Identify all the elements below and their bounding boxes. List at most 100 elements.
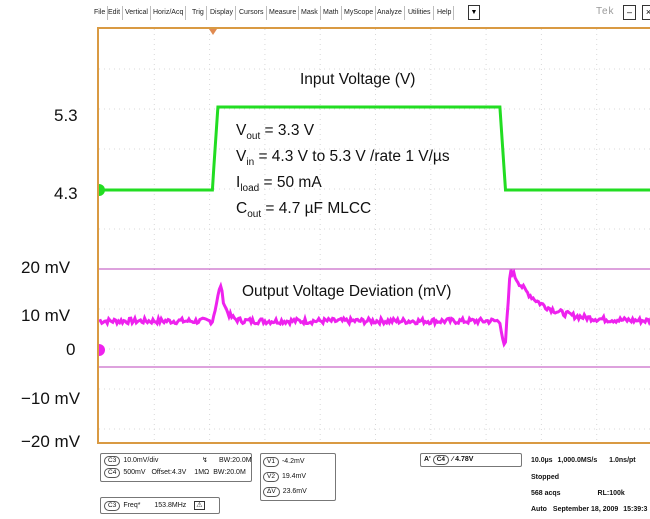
label-4-3: 4.3 [54, 184, 78, 203]
sample-rate: 1,000.0MS/s [557, 457, 598, 464]
trigger-readout: A' C4 ∕ 4.78V [424, 454, 473, 465]
freq-chip[interactable]: C3 [104, 501, 121, 511]
frequency-measure-box[interactable] [100, 497, 220, 514]
trigger-level: ∕ 4.78V [452, 456, 474, 463]
v1-chip[interactable]: V1 [263, 457, 279, 467]
label-minus-20mv: −20 mV [21, 432, 81, 451]
trigger-chip[interactable]: A' [424, 456, 431, 463]
ch4-scale: 500mV [123, 469, 146, 476]
graticule [99, 29, 650, 442]
close-icon[interactable]: × [642, 5, 650, 20]
acq-count-line: 568 acqs RL:100k [531, 488, 625, 499]
output-deviation-title: Output Voltage Deviation (mV) [242, 283, 452, 300]
menu-trig[interactable]: Trig [190, 6, 207, 20]
ch3-bw-b: B [219, 457, 224, 464]
cursor-v2: V2 19.4mV [263, 471, 306, 482]
acq-count: 568 acqs [531, 490, 561, 497]
ch3-bandwidth: BW:20.0M [219, 455, 279, 466]
trigger-mode: Auto [531, 506, 547, 513]
ch3-bw-value: W:20.0M [223, 457, 252, 464]
menu-math[interactable]: Math [321, 6, 342, 20]
brand-logo: Tek [596, 6, 615, 17]
input-voltage-trace [99, 105, 650, 192]
iload-subscript: load [240, 183, 260, 195]
vout-symbol: V [236, 122, 247, 139]
menu-display[interactable]: Display [208, 6, 236, 20]
menu-vertical[interactable]: Vertical [123, 6, 151, 20]
vin-line: Vin = 4.3 V to 5.3 V /rate 1 V/µs [236, 148, 450, 168]
menu-bar: File Edit Vertical Horiz/Acq Trig Displa… [92, 4, 650, 26]
vout-line: Vout = 3.3 V [236, 122, 314, 142]
menu-analyze[interactable]: Analyze [375, 6, 405, 20]
iload-line: Iload = 50 mA [236, 174, 322, 194]
menu-help[interactable]: Help [435, 6, 455, 20]
trigger-readout-box[interactable] [420, 453, 522, 467]
label-10mv: 10 mV [21, 306, 71, 325]
iload-symbol: I [236, 174, 241, 191]
menu-cursors[interactable]: Cursors [237, 6, 267, 20]
date-line: Auto September 18, 2009 15:39:3 [531, 504, 647, 515]
ch3-chip[interactable]: C3 [104, 456, 121, 466]
label-5-3: 5.3 [54, 106, 78, 125]
freq-label: Freq* [123, 502, 141, 509]
ch3-ground-marker [99, 344, 105, 356]
ch4-impedance: 1MΩ [194, 469, 210, 476]
scope-screen[interactable]: Input Voltage (V) Vout = 3.3 V Vin = 4.3… [97, 27, 650, 444]
waveform-plot [99, 29, 650, 442]
menu-edit[interactable]: Edit [106, 6, 124, 20]
record-length: RL:100k [597, 490, 625, 497]
ch4-bandwidth: BW:20.0M [213, 469, 246, 476]
timebase-readout: 10.0µs 1,000.0MS/s 1.0ns/pt [531, 455, 636, 466]
cout-subscript: out [247, 209, 262, 221]
vout-value: = 3.3 V [260, 122, 315, 139]
v1-value: -4.2mV [281, 458, 305, 465]
vin-symbol: V [236, 148, 247, 165]
input-voltage-title: Input Voltage (V) [300, 71, 416, 88]
menu-horiz-acq[interactable]: Horiz/Acq [151, 6, 187, 20]
label-minus-10mv: −10 mV [21, 389, 81, 408]
trigger-source-chip[interactable]: C4 [432, 455, 449, 465]
ch3-scale: 10.0mV/div [123, 457, 159, 464]
frequency-measure: C3 Freq* 153.8MHz ⚠ [104, 500, 205, 511]
ch3-settings: C3 10.0mV/div ↯ BW:20.0M [104, 455, 252, 466]
ch4-bw-value: W:20.0M [217, 469, 246, 476]
output-deviation-trace [99, 268, 650, 348]
minimize-icon[interactable]: – [623, 5, 636, 20]
freq-value: 153.8MHz [154, 502, 187, 509]
dv-value: 23.6mV [282, 488, 307, 495]
time-per-div: 10.0µs [531, 457, 553, 464]
ch4-settings: C4 500mV Offset:4.3V 1MΩ BW:20.0M [104, 467, 246, 478]
menu-myscope[interactable]: MyScope [342, 6, 377, 20]
iload-value: = 50 mA [259, 174, 322, 191]
cursor-delta: ΔV 23.6mV [263, 486, 307, 497]
channel-settings-box[interactable] [100, 453, 252, 482]
cursor-readout-box[interactable] [260, 453, 336, 501]
help-dropdown-icon[interactable]: ▼ [468, 5, 480, 20]
acq-state: Stopped [531, 474, 559, 481]
ch4-ground-marker [99, 184, 105, 196]
date: September 18, 2009 [552, 506, 619, 513]
menu-file[interactable]: File [92, 6, 109, 20]
cursor-v1: V1 -4.2mV [263, 456, 305, 467]
cout-line: Cout = 4.7 µF MLCC [236, 200, 371, 220]
trigger-position-marker [209, 29, 217, 35]
vin-subscript: in [246, 157, 255, 169]
freq-warning-icon: ⚠ [194, 501, 205, 510]
menu-measure[interactable]: Measure [267, 6, 300, 20]
ch4-offset: Offset:4.3V [151, 469, 187, 476]
cout-symbol: C [236, 200, 248, 217]
ch4-chip[interactable]: C4 [104, 468, 121, 478]
menu-mask[interactable]: Mask [299, 6, 321, 20]
v2-value: 19.4mV [281, 473, 307, 480]
dv-chip[interactable]: ΔV [263, 487, 280, 497]
cout-value: = 4.7 µF MLCC [261, 200, 372, 217]
ch4-bw-b: B [213, 469, 218, 476]
ch3-bandwidth-icon: ↯ [202, 457, 208, 464]
clock: 15:39:3 [623, 506, 648, 513]
vin-value: = 4.3 V to 5.3 V /rate 1 V/µs [254, 148, 450, 165]
menu-utilities[interactable]: Utilities [406, 6, 434, 20]
label-0: 0 [66, 340, 76, 359]
time-resolution: 1.0ns/pt [609, 457, 636, 464]
label-20mv: 20 mV [21, 258, 71, 277]
v2-chip[interactable]: V2 [263, 472, 279, 482]
